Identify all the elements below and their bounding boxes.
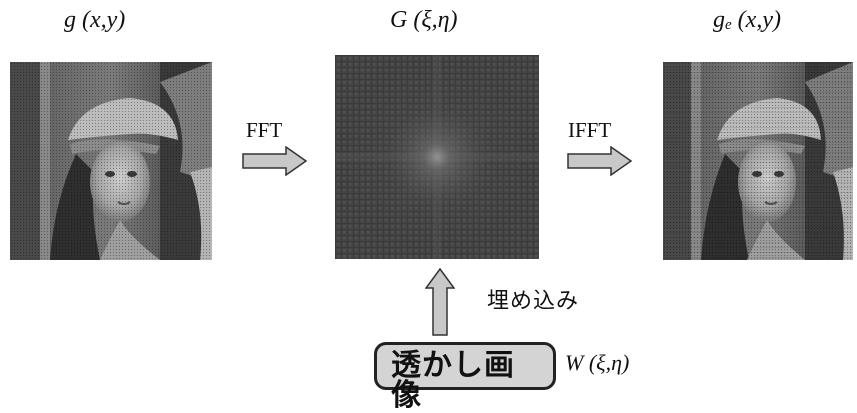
input-label-base: g [64,7,76,33]
spectrum-label-base: G [390,7,408,33]
input-image-label: g (x,y) [64,8,125,32]
spectrum-label-args: (ξ,η) [413,7,458,33]
fft-arrow-icon [242,146,308,176]
embed-label: 埋め込み [487,289,580,314]
input-label-args: (x,y) [82,7,126,33]
output-label-args: (x,y) [737,7,781,33]
spectrum-label: G (ξ,η) [390,8,458,32]
watermark-label-args: (ξ,η) [588,350,630,375]
output-label-sub: e [725,17,732,33]
output-image [663,62,853,260]
watermark-label-base: W [565,350,584,375]
input-image [10,62,212,260]
output-label-base: g [713,7,725,33]
ifft-label: IFFT [568,118,612,142]
watermark-image-box: 透かし画像 [374,342,556,411]
fft-label: FFT [246,118,283,142]
ifft-arrow-icon [567,146,633,176]
spectrum-image [335,55,539,259]
output-image-label: ge (x,y) [713,8,781,33]
embed-arrow-icon [425,268,455,336]
watermark-func-label: W (ξ,η) [565,352,629,374]
